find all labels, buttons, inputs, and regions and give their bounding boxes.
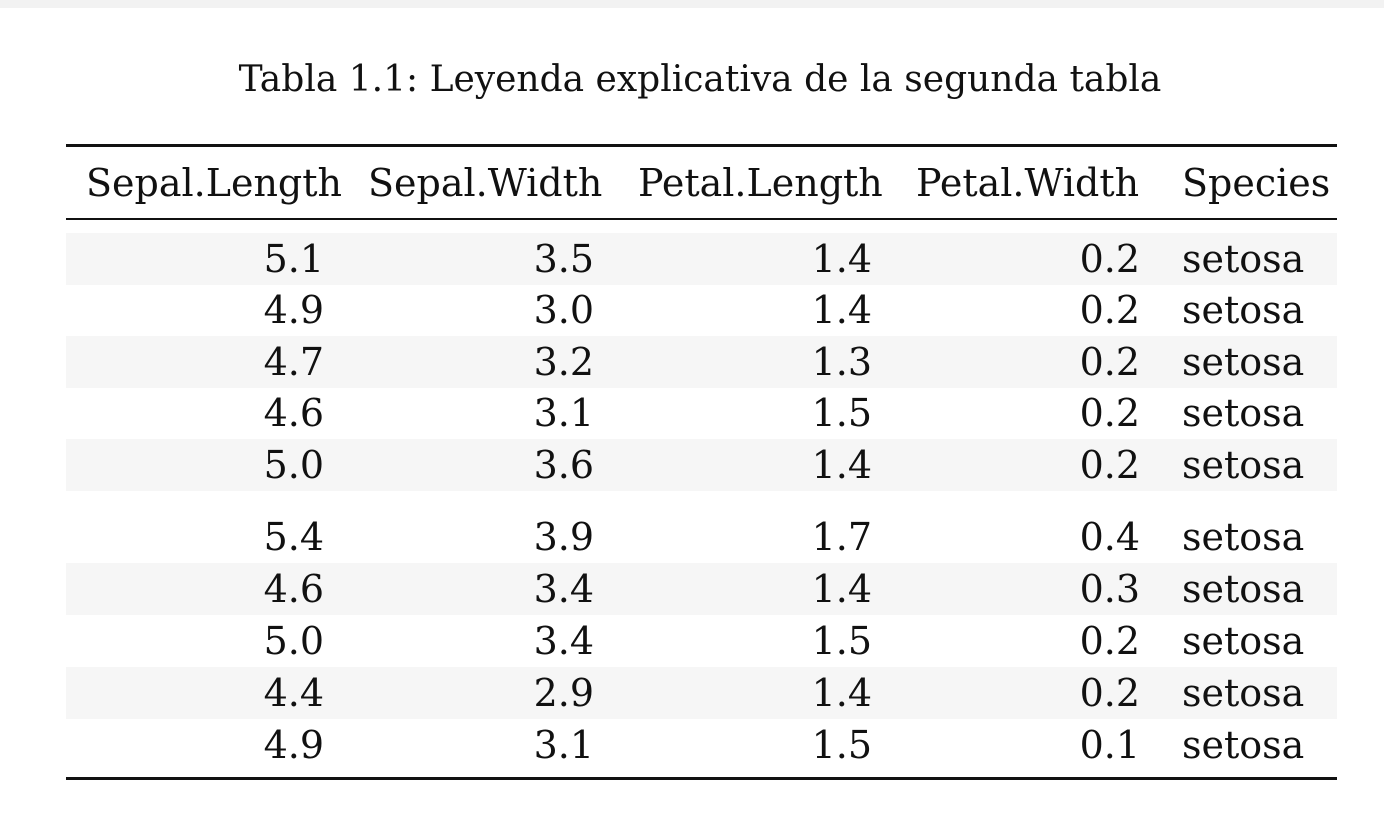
cell-sepal-length: 4.7: [263, 340, 324, 384]
cell-species: setosa: [1182, 723, 1305, 767]
cell-petal-width: 0.2: [1079, 671, 1140, 715]
row-band: [66, 233, 1337, 285]
header-sepal-width: Sepal.Width: [368, 161, 603, 205]
cell-species: setosa: [1182, 619, 1305, 663]
cell-petal-length: 1.7: [811, 515, 872, 559]
cell-petal-width: 0.2: [1079, 619, 1140, 663]
cell-petal-width: 0.2: [1079, 237, 1140, 281]
cell-sepal-width: 2.9: [533, 671, 594, 715]
row-band: [66, 439, 1337, 491]
cell-sepal-width: 3.5: [533, 237, 594, 281]
header-sepal-length: Sepal.Length: [86, 161, 342, 205]
cell-sepal-width: 3.0: [533, 288, 594, 332]
cell-sepal-width: 3.4: [533, 567, 594, 611]
cell-sepal-length: 4.6: [263, 391, 324, 435]
cell-species: setosa: [1182, 515, 1305, 559]
cell-sepal-width: 3.4: [533, 619, 594, 663]
cell-petal-width: 0.4: [1079, 515, 1140, 559]
cell-sepal-length: 5.4: [263, 515, 324, 559]
cell-sepal-length: 4.9: [263, 288, 324, 332]
cell-species: setosa: [1182, 443, 1305, 487]
cell-petal-length: 1.5: [811, 723, 872, 767]
top-strip: [0, 0, 1384, 8]
row-band: [66, 336, 1337, 388]
cell-petal-width: 0.1: [1079, 723, 1140, 767]
cell-species: setosa: [1182, 237, 1305, 281]
cell-species: setosa: [1182, 671, 1305, 715]
cell-sepal-width: 3.9: [533, 515, 594, 559]
cell-petal-length: 1.4: [811, 443, 872, 487]
cell-sepal-length: 5.0: [263, 443, 324, 487]
cell-sepal-length: 4.6: [263, 567, 324, 611]
table-header-rule: [66, 218, 1337, 220]
cell-petal-length: 1.3: [811, 340, 872, 384]
row-band: [66, 563, 1337, 615]
cell-sepal-length: 4.9: [263, 723, 324, 767]
cell-petal-width: 0.3: [1079, 567, 1140, 611]
cell-petal-length: 1.4: [811, 567, 872, 611]
header-petal-width: Petal.Width: [916, 161, 1140, 205]
header-species: Species: [1182, 161, 1331, 205]
cell-sepal-length: 5.0: [263, 619, 324, 663]
table-bottom-rule: [66, 777, 1337, 780]
cell-petal-length: 1.4: [811, 288, 872, 332]
cell-species: setosa: [1182, 567, 1305, 611]
cell-sepal-width: 3.1: [533, 723, 594, 767]
cell-petal-length: 1.5: [811, 619, 872, 663]
cell-species: setosa: [1182, 391, 1305, 435]
table-caption: Tabla 1.1: Leyenda explicativa de la seg…: [238, 59, 1162, 100]
cell-petal-width: 0.2: [1079, 340, 1140, 384]
cell-sepal-width: 3.6: [533, 443, 594, 487]
row-band: [66, 667, 1337, 719]
cell-petal-width: 0.2: [1079, 443, 1140, 487]
cell-sepal-length: 4.4: [263, 671, 324, 715]
cell-sepal-width: 3.1: [533, 391, 594, 435]
cell-species: setosa: [1182, 288, 1305, 332]
table-top-rule: [66, 144, 1337, 147]
cell-sepal-length: 5.1: [263, 237, 324, 281]
header-petal-length: Petal.Length: [638, 161, 883, 205]
cell-petal-length: 1.4: [811, 237, 872, 281]
cell-petal-width: 0.2: [1079, 391, 1140, 435]
cell-sepal-width: 3.2: [533, 340, 594, 384]
cell-species: setosa: [1182, 340, 1305, 384]
cell-petal-length: 1.5: [811, 391, 872, 435]
cell-petal-width: 0.2: [1079, 288, 1140, 332]
cell-petal-length: 1.4: [811, 671, 872, 715]
